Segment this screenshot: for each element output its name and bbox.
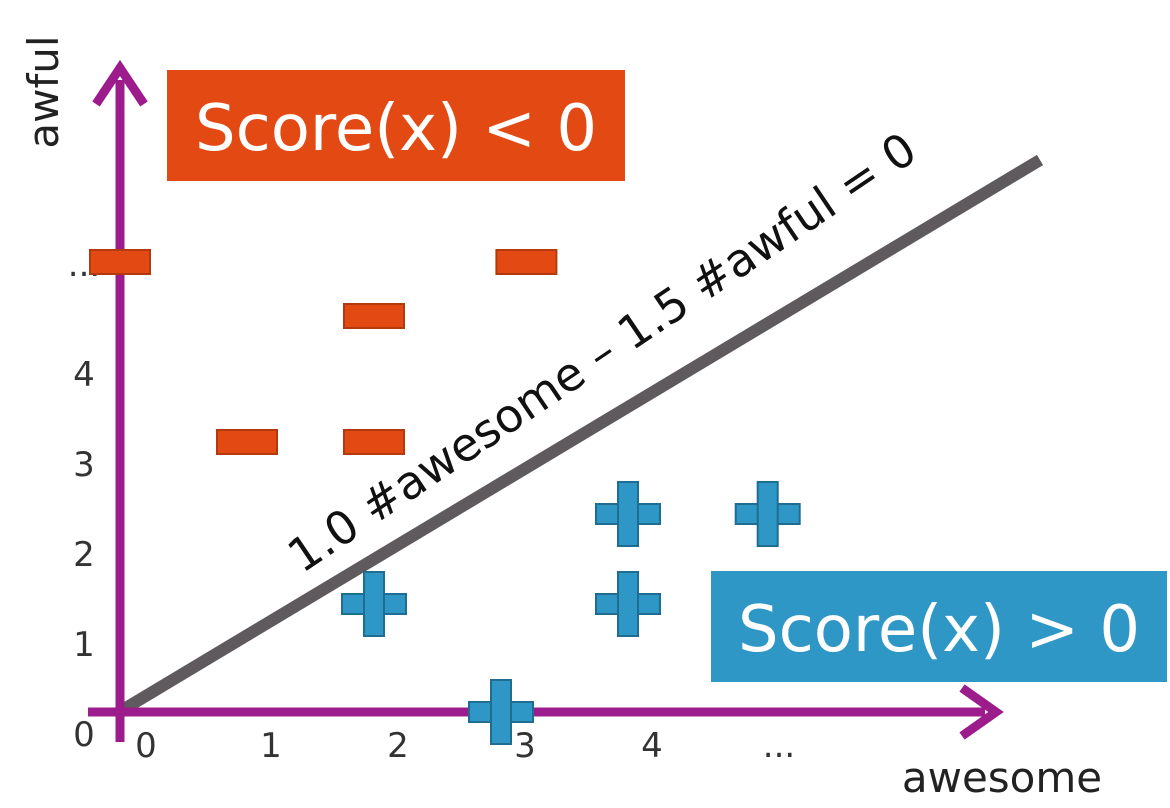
minus-marker <box>343 429 405 455</box>
negative-region-box: Score(x) < 0 <box>167 70 625 181</box>
minus-marker <box>216 429 278 455</box>
x-tick-label: 1 <box>260 726 282 766</box>
x-axis-arrow <box>959 684 1004 740</box>
plus-marker-center <box>365 595 383 613</box>
positive-region-box: Score(x) > 0 <box>711 571 1167 682</box>
y-axis-label: awful <box>19 35 68 148</box>
tick-labels: 0 1 2 3 4 ...01234... <box>68 245 795 766</box>
x-tick-label: 3 <box>514 726 536 766</box>
y-axis-arrow <box>92 59 148 107</box>
y-tick-label: 2 <box>73 535 95 575</box>
minus-marker <box>343 303 405 329</box>
plus-marker-center <box>492 703 510 721</box>
minus-marker <box>89 249 151 275</box>
plus-marker <box>341 571 407 637</box>
boundary-layer <box>115 154 1044 718</box>
plus-marker <box>468 679 534 745</box>
x-tick-label: 2 <box>387 726 409 766</box>
decision-boundary-line <box>115 154 1044 718</box>
plus-marker-center <box>759 505 777 523</box>
data-points <box>89 249 801 745</box>
y-tick-label: 0 <box>73 715 95 755</box>
positive-region-label: Score(x) > 0 <box>738 593 1140 667</box>
y-tick-label: 1 <box>73 625 95 665</box>
axes <box>88 59 1004 742</box>
x-tick-label: ... <box>763 726 795 766</box>
x-axis-label: awesome <box>902 753 1102 802</box>
x-tick-label: 0 <box>135 726 157 766</box>
minus-marker <box>495 249 558 275</box>
plus-marker-center <box>619 595 637 613</box>
plus-marker-center <box>619 505 637 523</box>
plus-marker <box>734 481 801 547</box>
plus-marker <box>595 481 661 547</box>
negative-region-box-bg <box>167 70 625 181</box>
y-tick-label: 3 <box>73 445 95 485</box>
x-tick-label: 4 <box>641 726 663 766</box>
positive-region-box-bg <box>711 571 1167 682</box>
negative-region-label: Score(x) < 0 <box>195 92 597 166</box>
plus-marker <box>595 571 661 637</box>
y-tick-label: 4 <box>73 355 95 395</box>
